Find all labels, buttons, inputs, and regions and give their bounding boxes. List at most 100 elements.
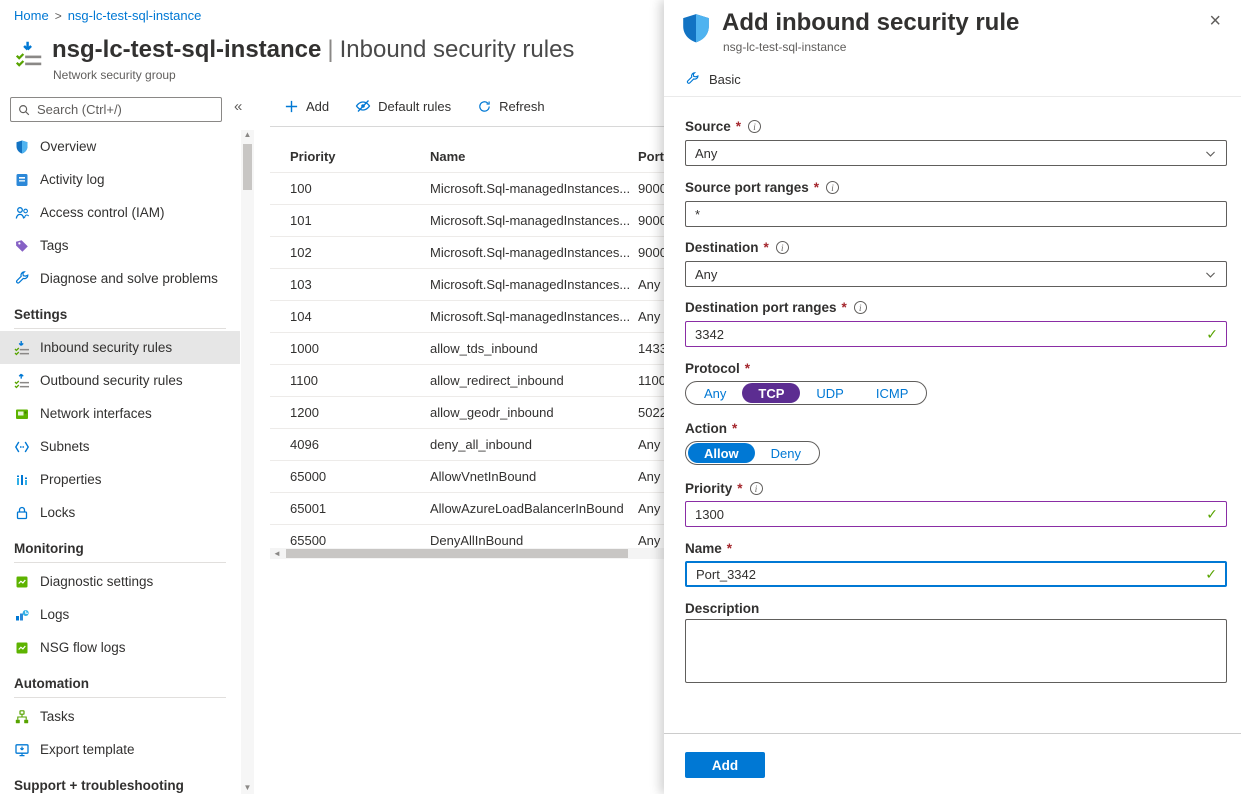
protocol-option-any[interactable]: Any xyxy=(704,385,727,401)
cell-name: AllowAzureLoadBalancerInBound xyxy=(430,501,624,516)
scroll-up-icon[interactable]: ▲ xyxy=(243,130,252,139)
sidebar-item-logs[interactable]: Logs xyxy=(0,598,240,631)
scroll-left-icon[interactable]: ◄ xyxy=(273,549,281,558)
sidebar-item-overview[interactable]: Overview xyxy=(0,130,240,163)
cell-port: Any xyxy=(638,533,661,548)
sidebar-item-tags[interactable]: Tags xyxy=(0,229,240,262)
action-label: Action * xyxy=(685,421,738,436)
sidebar-item-network-interfaces[interactable]: Network interfaces xyxy=(0,397,240,430)
table-row[interactable]: 1000 allow_tds_inbound 1433 xyxy=(270,332,664,364)
sidebar-item-export-template[interactable]: Export template xyxy=(0,733,240,766)
refresh-icon xyxy=(479,100,490,112)
description-textarea[interactable] xyxy=(685,619,1227,683)
sidebar-item-inbound-security-rules[interactable]: Inbound security rules xyxy=(0,331,240,364)
search-input[interactable] xyxy=(37,102,215,117)
source-select[interactable]: Any xyxy=(685,140,1227,166)
protocol-option-tcp[interactable]: TCP xyxy=(742,383,801,403)
info-icon[interactable]: i xyxy=(775,241,789,254)
collapse-sidebar-icon[interactable]: « xyxy=(234,98,243,115)
table-row[interactable]: 65000 AllowVnetInBound Any xyxy=(270,460,664,492)
sidebar-item-label: Inbound security rules xyxy=(40,340,173,355)
info-icon[interactable]: i xyxy=(748,120,762,133)
rules-table: Priority Name Port 100 Microsoft.Sql-mana… xyxy=(270,140,664,556)
table-row[interactable]: 100 Microsoft.Sql-managedInstances... 9000 xyxy=(270,172,664,204)
sidebar-item-diagnose-and-solve-problems[interactable]: Diagnose and solve problems xyxy=(0,262,240,295)
cell-priority: 103 xyxy=(290,277,312,292)
protocol-option-udp[interactable]: UDP xyxy=(816,385,844,401)
breadcrumb: Home > nsg-lc-test-sql-instance xyxy=(14,8,201,23)
sidebar-item-properties[interactable]: Properties xyxy=(0,463,240,496)
lock-icon xyxy=(14,505,30,521)
refresh-label: Refresh xyxy=(499,98,545,114)
table-row[interactable]: 1200 allow_geodr_inbound 5022 xyxy=(270,396,664,428)
sidebar-item-label: Export template xyxy=(40,742,135,757)
priority-field: ✓ xyxy=(685,501,1227,527)
table-scrollbar-thumb[interactable] xyxy=(286,549,628,558)
sidebar-item-label: Tasks xyxy=(40,709,75,724)
cell-name: Microsoft.Sql-managedInstances... xyxy=(430,309,631,324)
sidebar-item-outbound-security-rules[interactable]: Outbound security rules xyxy=(0,364,240,397)
name-input[interactable] xyxy=(687,566,1206,582)
valid-check-icon: ✓ xyxy=(1206,505,1218,522)
sidebar-item-locks[interactable]: Locks xyxy=(0,496,240,529)
dest-port-input[interactable] xyxy=(686,326,1207,342)
search-icon xyxy=(19,104,30,115)
close-icon[interactable]: × xyxy=(1209,10,1221,32)
sidebar-section-divider xyxy=(14,328,226,329)
cell-name: AllowVnetInBound xyxy=(430,469,537,484)
action-option-allow[interactable]: Allow xyxy=(688,443,755,463)
shield-icon xyxy=(14,139,30,155)
info-icon[interactable]: i xyxy=(853,301,867,314)
sidebar-scrollbar-thumb[interactable] xyxy=(243,144,252,190)
add-button[interactable]: Add xyxy=(685,752,765,778)
page-subtitle: Network security group xyxy=(53,68,176,82)
flowlogs-icon xyxy=(14,640,30,656)
source-port-input[interactable] xyxy=(686,206,1226,222)
cell-name: Microsoft.Sql-managedInstances... xyxy=(430,181,631,196)
sidebar-item-label: NSG flow logs xyxy=(40,640,126,655)
table-header-row: Priority Name Port xyxy=(270,140,664,172)
default-rules-button[interactable]: Default rules xyxy=(355,98,451,114)
sidebar-item-diagnostic-settings[interactable]: Diagnostic settings xyxy=(0,565,240,598)
priority-input[interactable] xyxy=(686,506,1207,522)
table-row[interactable]: 104 Microsoft.Sql-managedInstances... Any xyxy=(270,300,664,332)
header-priority: Priority xyxy=(290,149,336,164)
sidebar-scrollbar[interactable]: ▲ ▼ xyxy=(241,130,254,794)
table-row[interactable]: 103 Microsoft.Sql-managedInstances... Any xyxy=(270,268,664,300)
sidebar-item-label: Logs xyxy=(40,607,70,622)
basic-mode-button[interactable]: Basic xyxy=(685,72,741,87)
cell-port: 1433 xyxy=(638,341,664,356)
cell-name: deny_all_inbound xyxy=(430,437,532,452)
sidebar-item-nsg-flow-logs[interactable]: NSG flow logs xyxy=(0,631,240,664)
sidebar-item-label: Properties xyxy=(40,472,102,487)
add-rule-button[interactable]: Add xyxy=(284,99,329,114)
action-segmented-control: Allow Deny xyxy=(685,441,821,465)
action-option-deny[interactable]: Deny xyxy=(770,445,802,461)
sidebar-item-subnets[interactable]: Subnets xyxy=(0,430,240,463)
table-row[interactable]: 65500 DenyAllInBound Any xyxy=(270,524,664,556)
sidebar-item-tasks[interactable]: Tasks xyxy=(0,700,240,733)
info-icon[interactable]: i xyxy=(749,482,763,495)
wrench-icon xyxy=(686,72,699,84)
info-icon[interactable]: i xyxy=(826,181,840,194)
sidebar-item-label: Locks xyxy=(40,505,76,520)
logs-icon xyxy=(14,607,30,623)
destination-select[interactable]: Any xyxy=(685,261,1227,287)
cell-priority: 1000 xyxy=(290,341,319,356)
cell-priority: 65000 xyxy=(290,469,327,484)
table-row[interactable]: 101 Microsoft.Sql-managedInstances... 9000 xyxy=(270,204,664,236)
cell-port: Any xyxy=(638,437,661,452)
breadcrumb-current-link[interactable]: nsg-lc-test-sql-instance xyxy=(67,8,202,23)
sidebar-item-activity-log[interactable]: Activity log xyxy=(0,163,240,196)
refresh-button[interactable]: Refresh xyxy=(477,99,545,114)
table-row[interactable]: 4096 deny_all_inbound Any xyxy=(270,428,664,460)
sidebar-item-label: Overview xyxy=(40,139,97,154)
breadcrumb-home-link[interactable]: Home xyxy=(14,8,49,23)
table-row[interactable]: 65001 AllowAzureLoadBalancerInBound Any xyxy=(270,492,664,524)
table-horizontal-scrollbar[interactable]: ◄ xyxy=(270,548,664,559)
table-row[interactable]: 1100 allow_redirect_inbound 1100 xyxy=(270,364,664,396)
scroll-down-icon[interactable]: ▼ xyxy=(243,783,252,792)
protocol-option-icmp[interactable]: ICMP xyxy=(875,385,909,401)
table-row[interactable]: 102 Microsoft.Sql-managedInstances... 9000 xyxy=(270,236,664,268)
sidebar-item-access-control-iam[interactable]: Access control (IAM) xyxy=(0,196,240,229)
